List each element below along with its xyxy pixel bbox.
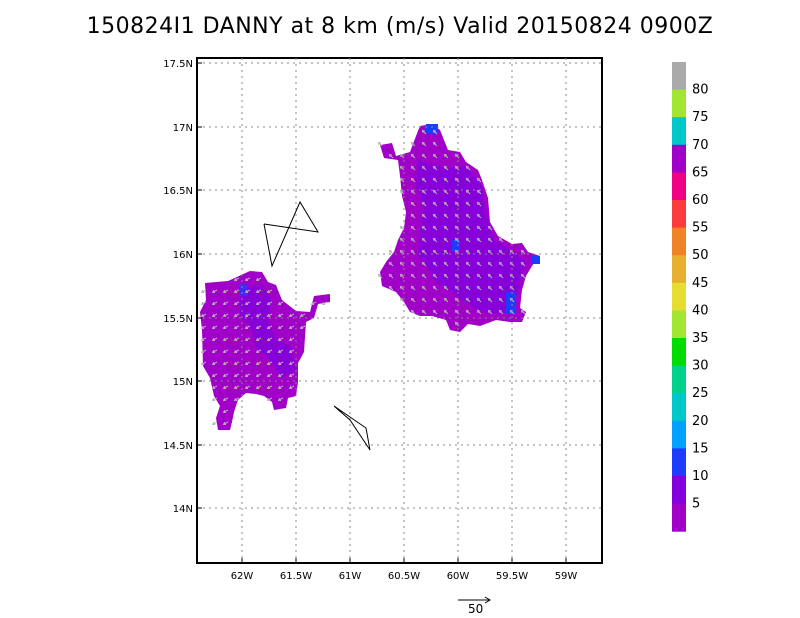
legend-swatch — [672, 476, 686, 505]
wind-region-east-core — [416, 160, 526, 314]
latitude-tick-label: 16N — [173, 250, 193, 261]
longitude-tick-label: 61.5W — [280, 571, 312, 582]
longitude-labels: 62W 61.5W 61W 60.5W 60W 59.5W 59W — [231, 558, 578, 582]
map-frame — [196, 57, 603, 564]
wind-patch-blue — [426, 124, 438, 134]
latitude-tick-label: 15N — [173, 377, 193, 388]
latitude-tick-label: 17N — [173, 123, 193, 134]
legend-level-label: 10 — [692, 469, 709, 484]
longitude-tick-label: 61W — [339, 571, 362, 582]
wind-patch-blue — [506, 292, 516, 314]
legend-swatch — [672, 62, 686, 91]
legend-level-label: 70 — [692, 138, 709, 153]
legend-level-label: 80 — [692, 83, 709, 98]
latitude-tick-label: 14.5N — [163, 441, 193, 452]
wind-patch-blue — [240, 284, 248, 296]
latitude-tick-label: 14N — [173, 504, 193, 515]
legend-level-label: 30 — [692, 359, 709, 374]
latitude-tick-label: 15.5N — [163, 314, 193, 325]
longitude-tick-label: 59.5W — [496, 571, 528, 582]
latitude-tick-label: 17.5N — [163, 59, 193, 70]
map-title: 150824I1 DANNY at 8 km (m/s) Valid 20150… — [86, 14, 714, 39]
legend-level-label: 50 — [692, 248, 709, 263]
legend-level-label: 40 — [692, 303, 709, 318]
wind-patch-blue — [452, 240, 460, 252]
legend-swatch — [672, 420, 686, 449]
color-legend: 5 10 15 20 25 30 35 40 45 50 55 60 65 70 75 80 — [672, 62, 709, 532]
latitude-labels: 17.5N 17N 16.5N 16N 15.5N 15N 14.5N 14N — [163, 59, 202, 515]
longitude-tick-label: 60W — [447, 571, 470, 582]
legend-swatch — [672, 365, 686, 394]
legend-swatch — [672, 144, 686, 173]
legend-level-label: 55 — [692, 221, 709, 236]
reference-vector: 50 — [458, 596, 491, 616]
wind-vectors — [200, 129, 526, 425]
legend-level-label: 35 — [692, 331, 709, 346]
longitude-tick-label: 60.5W — [388, 571, 420, 582]
wind-region-west-core — [240, 285, 296, 378]
track-line-upper — [263, 200, 319, 268]
legend-swatch — [672, 200, 686, 229]
map-grid — [197, 58, 602, 563]
track-lines — [263, 200, 371, 451]
legend-swatch — [672, 255, 686, 284]
wind-patch-blue — [532, 256, 540, 264]
legend-level-label: 20 — [692, 414, 709, 429]
reference-vector-label: 50 — [468, 602, 483, 616]
track-line-lower — [333, 405, 371, 451]
legend-swatch — [672, 172, 686, 201]
wind-regions — [200, 124, 540, 430]
legend-level-label: 60 — [692, 193, 709, 208]
legend-swatch — [672, 89, 686, 118]
legend-swatch — [672, 338, 686, 367]
longitude-tick-label: 59W — [555, 571, 578, 582]
legend-level-label: 15 — [692, 441, 709, 456]
legend-swatch — [672, 310, 686, 339]
legend-swatch — [672, 117, 686, 146]
legend-swatch — [672, 227, 686, 256]
legend-level-label: 45 — [692, 276, 709, 291]
legend-level-label: 25 — [692, 386, 709, 401]
legend-swatch — [672, 393, 686, 422]
legend-level-label: 75 — [692, 110, 709, 125]
legend-level-label: 65 — [692, 165, 709, 180]
latitude-tick-label: 16.5N — [163, 186, 193, 197]
legend-swatch — [672, 448, 686, 477]
legend-level-label: 5 — [692, 497, 700, 512]
legend-swatch — [672, 282, 686, 311]
longitude-tick-label: 62W — [231, 571, 254, 582]
legend-swatch — [672, 503, 686, 532]
